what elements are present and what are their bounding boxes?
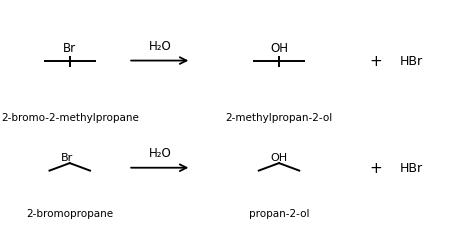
Text: +: + [369,160,382,175]
Text: OH: OH [270,152,288,162]
Text: propan-2-ol: propan-2-ol [249,208,309,218]
Text: 2-bromo-2-methylpropane: 2-bromo-2-methylpropane [1,113,139,123]
Text: 2-methylpropan-2-ol: 2-methylpropan-2-ol [225,113,333,123]
Text: OH: OH [270,42,288,55]
Text: Br: Br [63,42,76,55]
Text: 2-bromopropane: 2-bromopropane [26,208,113,218]
Text: +: + [369,54,382,69]
Text: Br: Br [61,152,74,162]
Text: H₂O: H₂O [148,146,171,159]
Text: HBr: HBr [400,55,423,68]
Text: HBr: HBr [400,161,423,175]
Text: H₂O: H₂O [148,40,171,53]
